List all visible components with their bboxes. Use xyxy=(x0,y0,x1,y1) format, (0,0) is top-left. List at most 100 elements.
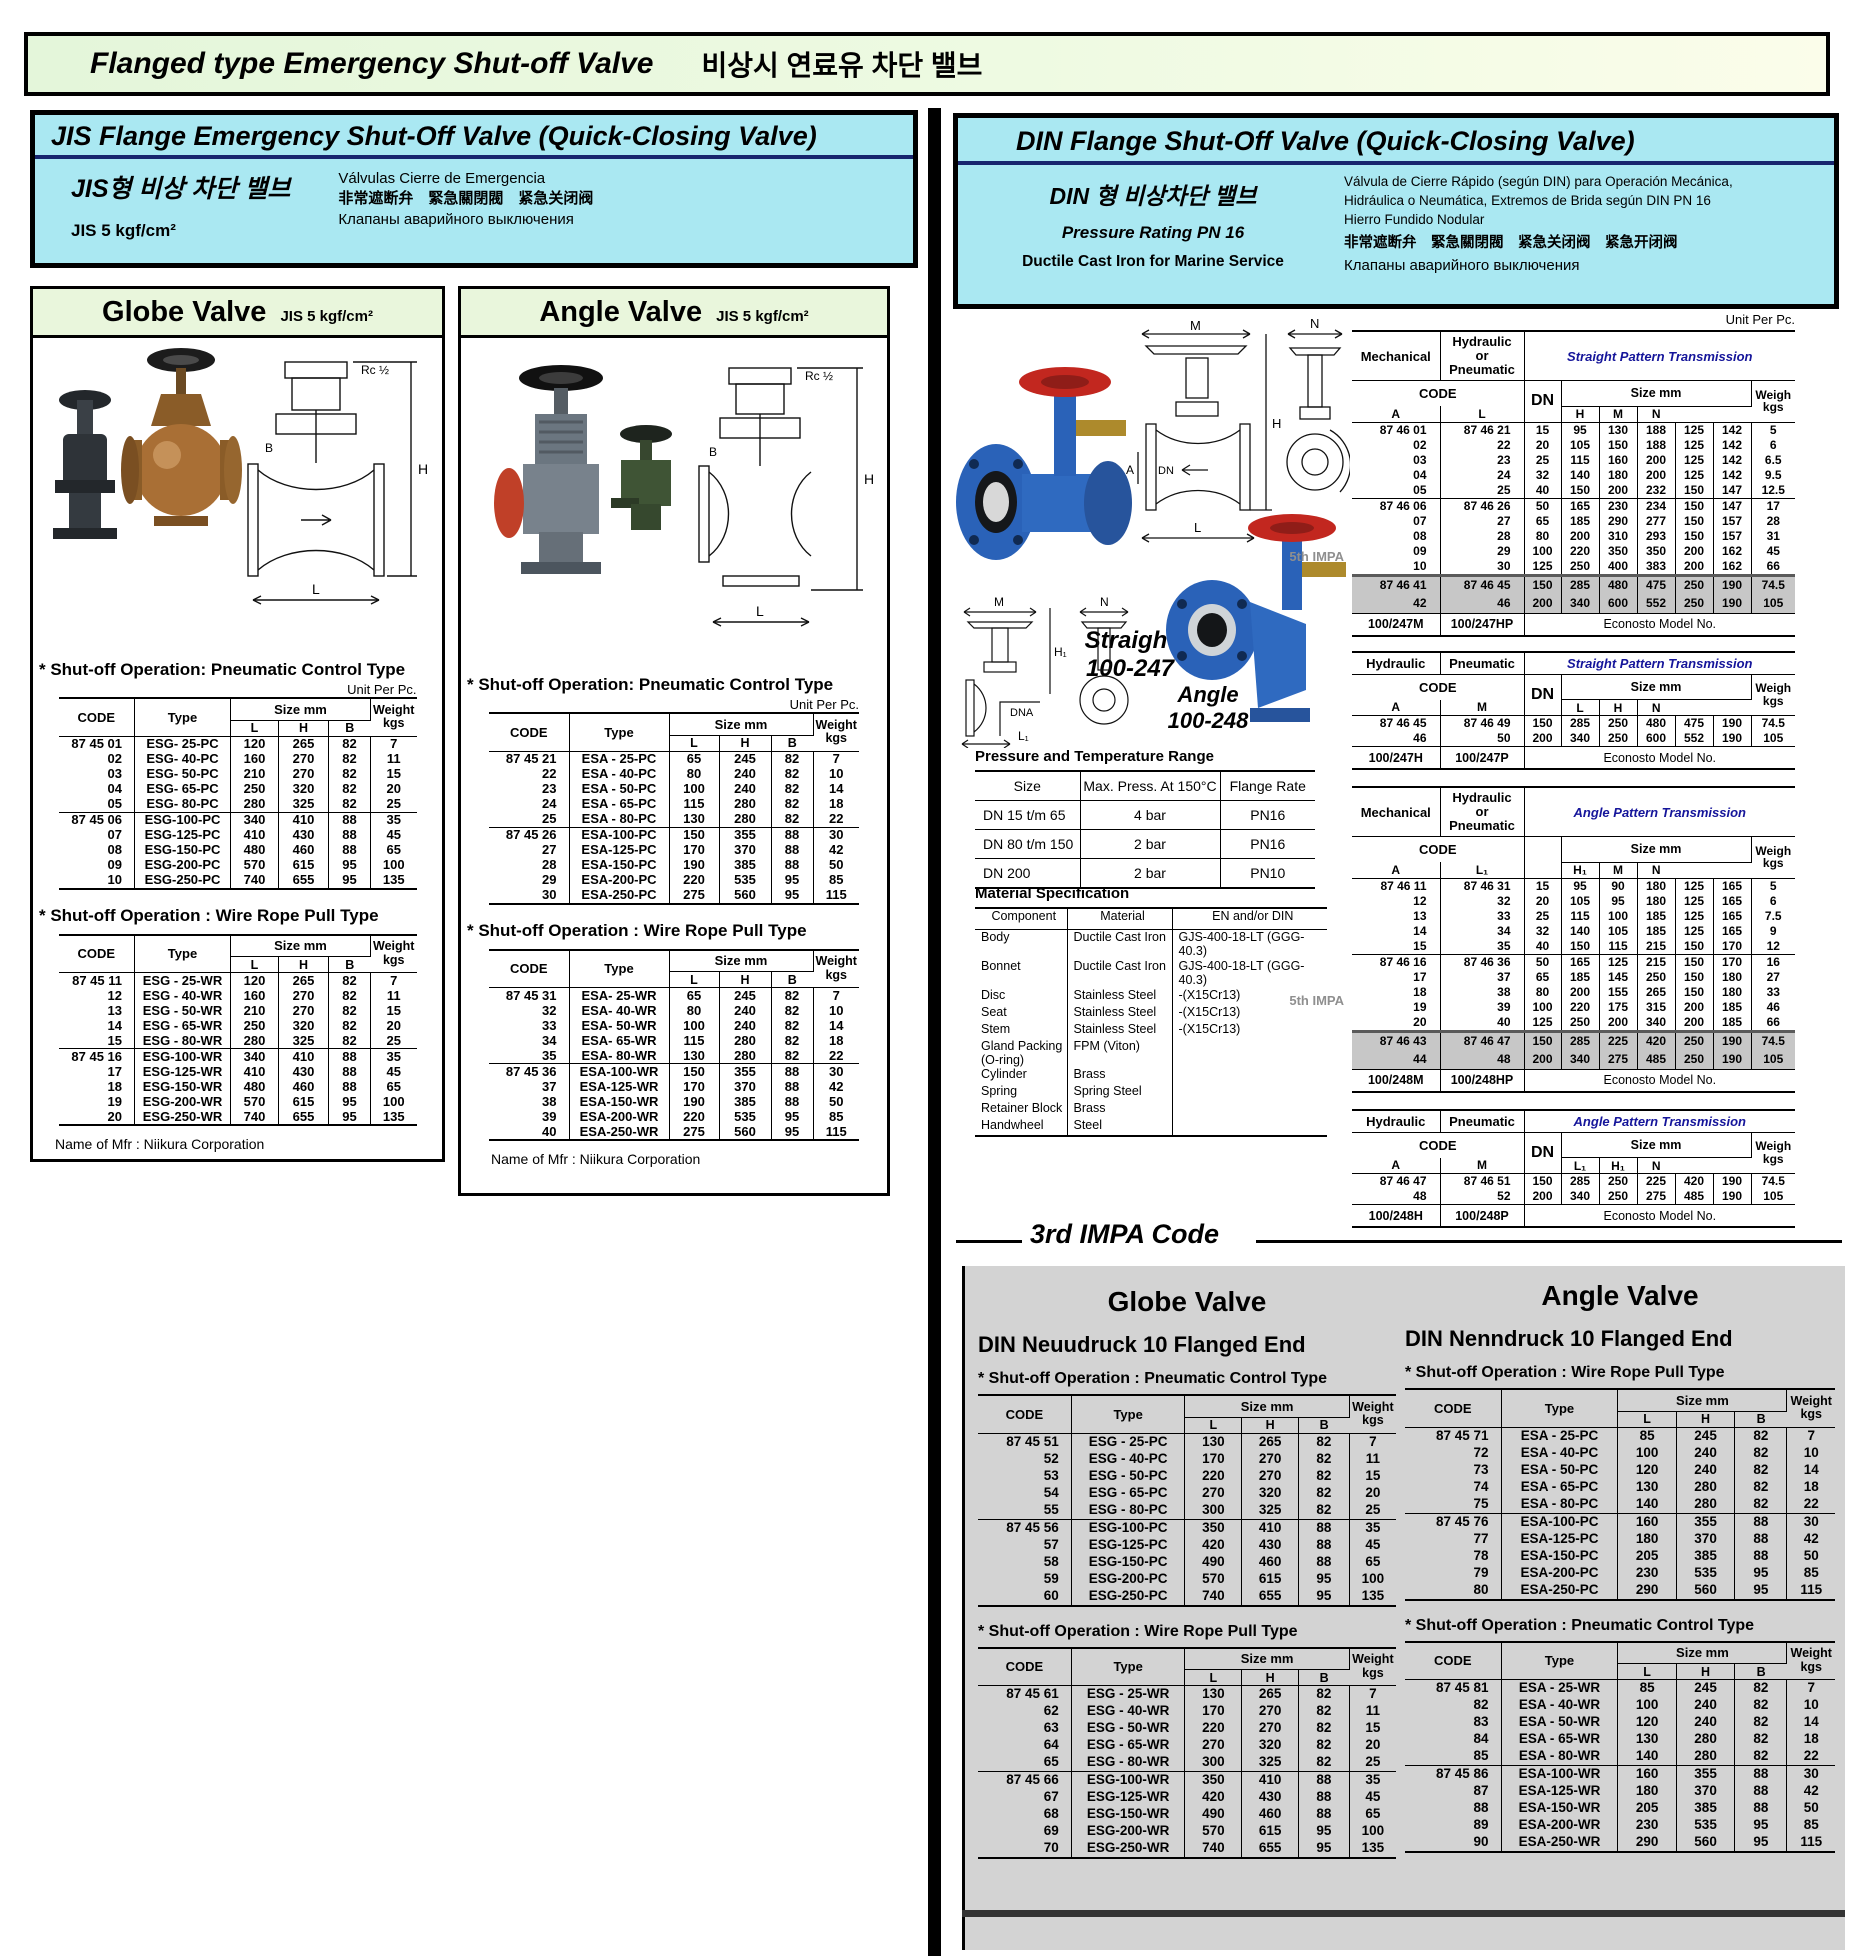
col-weight: Weight kgs xyxy=(373,702,415,731)
diagram-label-h: H xyxy=(418,461,428,477)
table-row: 09 ESG-200-PC 570 615 95 100 xyxy=(58,857,417,873)
model-code-1: 100/248M xyxy=(1352,1068,1441,1092)
col-code: CODE xyxy=(1352,380,1525,407)
table-row: 68 ESG-150-WR 490 460 88 65 xyxy=(978,1806,1396,1823)
col-type: Type xyxy=(569,713,670,751)
table-row: 87 46 16 87 46 36 50 165 125 215 150 170… xyxy=(1352,953,1796,970)
table-row: 87 45 06 ESG-100-PC 340 410 88 35 xyxy=(58,811,417,828)
table-row: 20 40 125 250 200 340 200 185 66 xyxy=(1352,1014,1795,1032)
table-row: 87 46 01 87 46 21 15 95 130 188 125 142 … xyxy=(1352,422,1795,438)
col-weight: Weight kgs xyxy=(373,939,415,967)
col-h: H xyxy=(1241,1417,1300,1433)
table-row: 25 ESA - 80-PC 130 280 82 22 xyxy=(489,811,859,827)
col-b: B xyxy=(1756,1664,1766,1679)
col-h: H xyxy=(1241,1669,1300,1686)
impa-globe-column: Globe Valve DIN Neuudruck 10 Flanged End… xyxy=(978,1286,1396,1859)
table-row: 87 45 81 ESA - 25-WR 85 245 82 7 xyxy=(1405,1679,1835,1697)
col-dim-2: L xyxy=(1440,406,1525,423)
table-row: 87 45 56 ESG-100-PC 350 410 88 35 xyxy=(978,1518,1396,1537)
col-dim-3: H xyxy=(1561,406,1600,423)
pressure-temperature-table: Size Max. Press. At 150°C Flange Rate DN… xyxy=(975,770,1315,889)
col-size: Size mm xyxy=(230,934,371,957)
col-b: B xyxy=(345,957,355,972)
table-row: Seat Stainless Steel -(X15Cr13) xyxy=(975,1004,1327,1022)
col-dim-3: L xyxy=(1561,699,1600,716)
table-row: 02 22 20 105 150 188 125 142 6 xyxy=(1352,437,1795,453)
dim-label-m2: M xyxy=(994,595,1004,609)
table-row: 87 46 43 87 46 47 150 285 225 420 250 19… xyxy=(1352,1029,1796,1051)
col-weight: Weight kgs xyxy=(1790,1393,1832,1422)
straight-code-label: 100-247 xyxy=(1086,655,1176,682)
diagram-label-l: L xyxy=(756,603,764,619)
model-note: Econosto Model No. xyxy=(1524,746,1796,770)
table-row: 27 ESA-125-PC 170 370 88 42 xyxy=(489,842,859,858)
jis-subtitle-spanish: Válvulas Cierre de Emergencia xyxy=(338,170,546,187)
table-row: 05 ESG- 80-PC 280 325 82 25 xyxy=(58,796,417,812)
col-dim-4: H xyxy=(1599,699,1638,716)
din-straight-side-diagram xyxy=(1286,329,1352,493)
table-row: 35 ESA- 80-WR 130 280 82 22 xyxy=(489,1048,859,1064)
table-row: 87 46 41 87 46 45 150 285 480 475 250 19… xyxy=(1352,573,1796,595)
diagram-label-h: H xyxy=(864,471,874,487)
din-dimension-tables: Unit Per Pc. Mechanical Hydraulic or Pne… xyxy=(1352,312,1796,1229)
col-l: L xyxy=(669,735,720,751)
unit-per-pc-label: Unit Per Pc. xyxy=(347,682,417,697)
col-dn: DN xyxy=(1524,674,1562,716)
table-row: 17 37 65 185 145 250 150 180 27 xyxy=(1352,969,1795,985)
impa-globe-pc-table: CODE Type Size mm Weight kgs L H B xyxy=(978,1394,1396,1607)
table-row: 87 45 51 ESG - 25-PC 130 265 82 7 xyxy=(978,1433,1396,1451)
col-b: B xyxy=(1319,1418,1329,1432)
impa-globe-title: Globe Valve xyxy=(1107,1286,1267,1317)
table-row: 02 ESG- 40-PC 160 270 82 11 xyxy=(58,751,417,767)
col-dim-5: N xyxy=(1651,1158,1661,1173)
col-b: B xyxy=(345,721,355,735)
impa-angle-wr-table: CODE Type Size mm Weight kgs L H B xyxy=(1405,1388,1835,1601)
col-type: Type xyxy=(1071,1647,1186,1686)
jis-globe-section: Globe Valve JIS 5 kgf/cm² xyxy=(30,286,445,1162)
table-row: 73 ESA - 50-PC 120 240 82 14 xyxy=(1405,1461,1835,1479)
table-row: 38 ESA-150-WR 190 385 88 50 xyxy=(489,1094,859,1109)
din-angle-hydraulic-table: Hydraulic Pneumatic Angle Pattern Transm… xyxy=(1352,1108,1796,1229)
col-dim-4: H₁ xyxy=(1599,1157,1638,1174)
table-row: 62 ESG - 40-WR 170 270 82 11 xyxy=(978,1703,1396,1720)
table-row: 87 45 31 ESA- 25-WR 65 245 82 7 xyxy=(489,987,859,1003)
col-weight: Weigh kgs xyxy=(1755,1139,1792,1166)
din-valve-images: M H A DN L N Straight 100-247 xyxy=(950,312,1352,749)
table-row: 77 ESA-125-PC 180 370 88 42 xyxy=(1405,1530,1835,1548)
table-row: 87 46 47 87 46 51 150 285 250 225 420 19… xyxy=(1352,1173,1795,1190)
col-dim-5: N xyxy=(1651,863,1661,878)
fifth-impa-label: 5th IMPA xyxy=(1289,549,1344,564)
col-dim-2: L₁ xyxy=(1440,862,1525,879)
din-left-block: DIN 형 비상차단 밸브 Pressure Rating PN 16 Duct… xyxy=(988,173,1318,276)
din-translations: Válvula de Cierre Rápido (según DIN) par… xyxy=(1344,173,1733,276)
col-dim-1: A xyxy=(1352,1157,1441,1174)
din-subtitle-cjk: 非常遮断弁 緊急關閉閥 紧急关闭阀 紧急开闭阀 xyxy=(1344,234,1678,251)
table-row: 69 ESG-200-WR 570 615 95 100 xyxy=(978,1823,1396,1840)
col-size: Size mm xyxy=(1184,1647,1350,1670)
table-row: 65 ESG - 80-WR 300 325 82 25 xyxy=(978,1754,1396,1772)
din-angle-diagram xyxy=(961,607,1051,749)
din-subtitle-russian: Клапаны аварийного выключения xyxy=(1344,256,1580,274)
unit-per-pc-label: Unit Per Pc. xyxy=(1725,312,1795,327)
din-angle-mechanical-table: Mechanical Hydraulic or Pneumatic Angle … xyxy=(1352,786,1796,1093)
page-banner: Flanged type Emergency Shut-off Valve 비상… xyxy=(24,32,1830,96)
table-row: 87 45 66 ESG-100-WR 350 410 88 35 xyxy=(978,1771,1396,1789)
col-h: H xyxy=(719,735,772,751)
jis-subtitle-russian: Клапаны аварийного выключения xyxy=(338,210,574,228)
col-type: Type xyxy=(1501,1389,1619,1427)
manufacturer-note: Name of Mfr : Niikura Corporation xyxy=(55,1136,265,1152)
col-size: Size mm xyxy=(669,713,814,736)
table-row: 70 ESG-250-WR 740 655 95 135 xyxy=(978,1840,1396,1858)
table-row: 15 35 40 150 115 215 150 170 12 xyxy=(1352,938,1795,955)
col-weight: Weight kgs xyxy=(815,954,857,982)
col-dim-5: N xyxy=(1651,700,1661,715)
table-row: 87 46 11 87 46 31 15 95 90 180 125 165 5 xyxy=(1352,878,1795,894)
din-service-note: Ductile Cast Iron for Marine Service xyxy=(1022,253,1284,270)
page-title-korean: 비상시 연료유 차단 밸브 xyxy=(701,50,983,81)
angle-valve-title: Angle Valve xyxy=(539,295,703,328)
col-weight: Weigh kgs xyxy=(1755,681,1792,708)
col-material: Material xyxy=(1067,908,1173,930)
col-code: CODE xyxy=(1352,1132,1525,1158)
dim-label-h: H xyxy=(1272,416,1281,431)
angle-pc-table: CODE Type Size mm Weight kgs L H B xyxy=(489,712,859,905)
